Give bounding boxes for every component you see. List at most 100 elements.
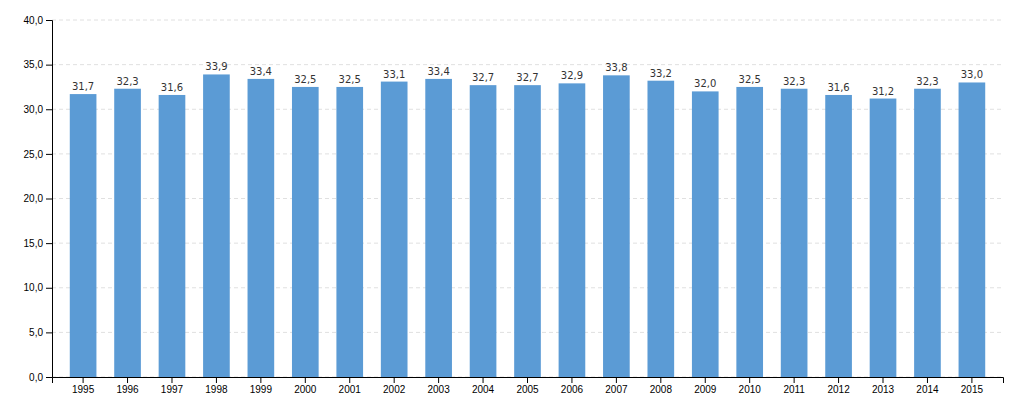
- y-tick-mark: [46, 109, 52, 110]
- y-tick-label: 25,0: [24, 149, 44, 160]
- bar: [870, 99, 897, 377]
- x-tick-label: 1997: [161, 384, 184, 395]
- y-axis: 0,0 5,0 10,0 15,0 20,0 25,0 30,0 35,0 40,0: [24, 15, 53, 383]
- bar: [70, 94, 97, 377]
- y-tick: 15,0: [24, 238, 52, 249]
- x-tick-mark: [305, 377, 306, 383]
- data-label: 32,0: [694, 78, 716, 89]
- bar: [825, 95, 852, 377]
- bar: [292, 87, 319, 377]
- y-tick-label: 35,0: [24, 59, 44, 70]
- y-axis-line: [46, 21, 53, 378]
- x-tick-mark: [616, 377, 617, 383]
- y-tick: 35,0: [24, 59, 52, 70]
- x-tick-mark: [349, 377, 350, 383]
- x-tick-mark: [171, 377, 172, 383]
- x-tick-mark: [83, 377, 84, 383]
- x-tick: 2004: [472, 377, 495, 395]
- x-tick-mark: [216, 377, 217, 383]
- y-tick-label: 30,0: [24, 104, 44, 115]
- y-tick: 5,0: [29, 327, 52, 338]
- bar: [914, 89, 941, 377]
- x-tick-label: 1996: [116, 384, 139, 395]
- x-tick: 1999: [250, 377, 273, 395]
- y-tick-mark: [46, 20, 52, 21]
- bar: [647, 81, 674, 377]
- bar: [781, 89, 808, 377]
- bar: [470, 85, 497, 377]
- x-tick-label: 2008: [650, 384, 673, 395]
- x-tick: 2009: [694, 377, 717, 395]
- y-tick: 20,0: [24, 193, 52, 204]
- x-tick-mark: [527, 377, 528, 383]
- x-tick: 2010: [739, 377, 762, 395]
- x-tick-mark: [260, 377, 261, 383]
- bar: [114, 89, 141, 377]
- x-tick-mark: [127, 377, 128, 383]
- x-tick-label: 2007: [605, 384, 628, 395]
- x-tick-mark: [927, 377, 928, 383]
- y-tick: 25,0: [24, 149, 52, 160]
- y-tick-label: 5,0: [29, 327, 43, 338]
- y-tick-label: 20,0: [24, 193, 44, 204]
- x-tick: 2011: [783, 377, 805, 395]
- data-label: 33,8: [605, 62, 627, 73]
- x-tick-label: 2013: [872, 384, 895, 395]
- y-tick-mark: [46, 199, 52, 200]
- data-label: 33,2: [650, 68, 672, 79]
- y-tick: 40,0: [24, 15, 52, 26]
- x-tick: 2005: [516, 377, 539, 395]
- x-tick-label: 2012: [827, 384, 850, 395]
- data-label: 32,5: [294, 74, 316, 85]
- bar: [692, 91, 719, 377]
- x-axis: 1995 1996 1997 1998 1999 2000 2001 2002 2003 2004…: [53, 377, 1004, 395]
- x-tick-label: 2000: [294, 384, 317, 395]
- x-tick-label: 2001: [339, 384, 362, 395]
- data-label: 31,7: [72, 81, 94, 92]
- data-label: 32,3: [916, 76, 938, 87]
- bar: [425, 79, 452, 377]
- bar: [959, 82, 986, 377]
- chart: 31,732,331,633,933,432,532,533,133,432,7…: [0, 0, 1023, 409]
- data-label: 32,3: [783, 76, 805, 87]
- grid: [52, 20, 1003, 377]
- x-tick-mark: [971, 377, 972, 383]
- data-label: 33,4: [250, 66, 272, 77]
- bar: [336, 87, 363, 377]
- x-tick: 2003: [427, 377, 450, 395]
- data-label: 32,7: [516, 72, 538, 83]
- data-label: 33,9: [205, 61, 227, 72]
- y-tick-mark: [46, 154, 52, 155]
- y-tick-mark: [46, 243, 52, 244]
- x-tick: 1998: [205, 377, 228, 395]
- x-tick-mark: [483, 377, 484, 383]
- x-tick-label: 2003: [427, 384, 450, 395]
- x-tick: 2014: [916, 377, 939, 395]
- y-tick-mark: [46, 65, 52, 66]
- x-tick-label: 2002: [383, 384, 406, 395]
- x-tick: 1996: [116, 377, 139, 395]
- x-tick-mark: [394, 377, 395, 383]
- x-tick: 2008: [650, 377, 673, 395]
- data-labels: 31,732,331,633,933,432,532,533,133,432,7…: [72, 61, 983, 96]
- data-label: 32,5: [339, 74, 361, 85]
- x-tick-mark: [705, 377, 706, 383]
- x-tick-mark: [883, 377, 884, 383]
- x-tick-label: 2005: [516, 384, 539, 395]
- x-tick: 2001: [339, 377, 362, 395]
- x-tick-mark: [749, 377, 750, 383]
- x-tick-label: 1995: [72, 384, 95, 395]
- x-tick-label: 2004: [472, 384, 495, 395]
- x-tick: 1995: [72, 377, 95, 395]
- y-tick: 30,0: [24, 104, 52, 115]
- x-tick-label: 2009: [694, 384, 717, 395]
- bar: [248, 79, 275, 377]
- y-tick-label: 15,0: [24, 238, 44, 249]
- y-tick: 10,0: [24, 282, 52, 293]
- y-tick-label: 0,0: [29, 372, 43, 383]
- data-label: 32,7: [472, 72, 494, 83]
- data-label: 31,6: [161, 82, 183, 93]
- bar: [736, 87, 763, 377]
- x-tick: 2002: [383, 377, 406, 395]
- data-label: 33,4: [427, 66, 449, 77]
